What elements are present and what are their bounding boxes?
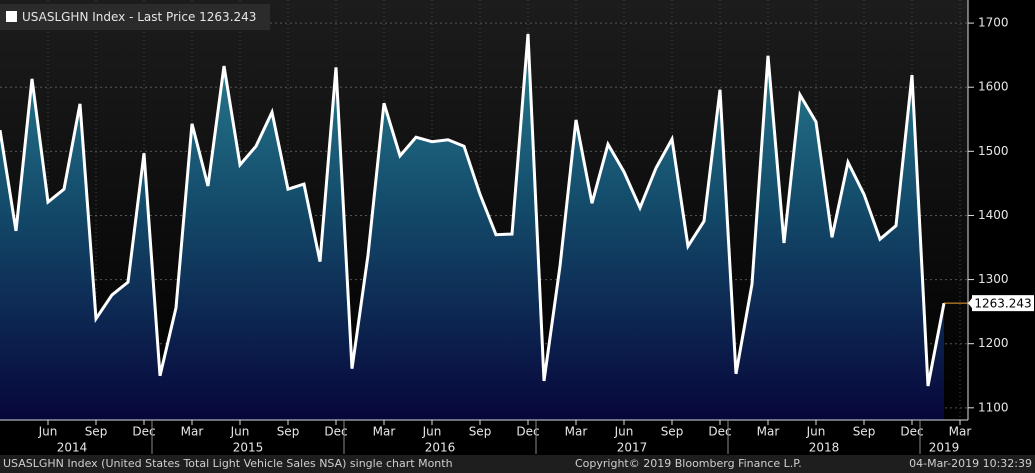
x-tick-label: Sep [85,425,108,439]
last-value-box [972,295,1034,312]
x-tick-label: Sep [277,425,300,439]
axes: 1100 1200 1300 1400 1500 1600 1700 Jun Sep Dec Mar… [0,0,1009,455]
y-tick-label: 1700 [978,16,1009,30]
x-tick-label: Mar [181,425,204,439]
x-tick-label: Jun [230,425,250,439]
y-tick-label: 1400 [978,208,1009,222]
year-label: 2019 [929,441,960,455]
footer-description: USASLGHN Index (United States Total Ligh… [3,457,453,470]
line [0,33,946,387]
last-value-label: 1263.243 [974,297,1031,311]
year-label: 2015 [233,441,264,455]
legend-label: USASLGHN Index - Last Price 1263.243 [22,10,256,24]
x-tick-label: Jun [614,425,634,439]
x-tick-label: Dec [324,425,347,439]
x-tick-label: Jun [38,425,58,439]
footer-copyright: Copyright© 2019 Bloomberg Finance L.P. [575,457,802,470]
x-tick-label: Jun [422,425,442,439]
footer-timestamp: 04-Mar-2019 10:32:39 [909,457,1032,470]
y-tick-label: 1300 [978,272,1009,286]
y-tick-label: 1200 [978,336,1009,350]
area-fill [0,33,944,420]
x-tick-label: Mar [565,425,588,439]
y-tick-label: 1100 [978,400,1009,414]
y-tick-label: 1500 [978,144,1009,158]
year-label: 2018 [809,441,840,455]
year-label: 2016 [425,441,456,455]
x-tick-label: Dec [132,425,155,439]
x-tick-label: Mar [949,425,972,439]
y-tick-label: 1600 [978,80,1009,94]
legend-last-value: 1263.243 [199,10,256,24]
x-tick-label: Sep [661,425,684,439]
data [0,33,968,420]
last-value-pointer [968,298,972,309]
x-tick-label: Dec [516,425,539,439]
footer-bar [0,455,1035,473]
year-label: 2017 [617,441,648,455]
x-tick-label: Mar [757,425,780,439]
x-tick-label: Jun [806,425,826,439]
x-tick-label: Mar [373,425,396,439]
x-tick-label: Dec [900,425,923,439]
x-tick-label: Sep [469,425,492,439]
legend-swatch [6,11,17,22]
x-tick-label: Dec [708,425,731,439]
year-label: 2014 [57,441,88,455]
x-tick-label: Sep [853,425,876,439]
legend-name: USASLGHN Index - Last Price [22,10,195,24]
legend-box [0,4,270,30]
